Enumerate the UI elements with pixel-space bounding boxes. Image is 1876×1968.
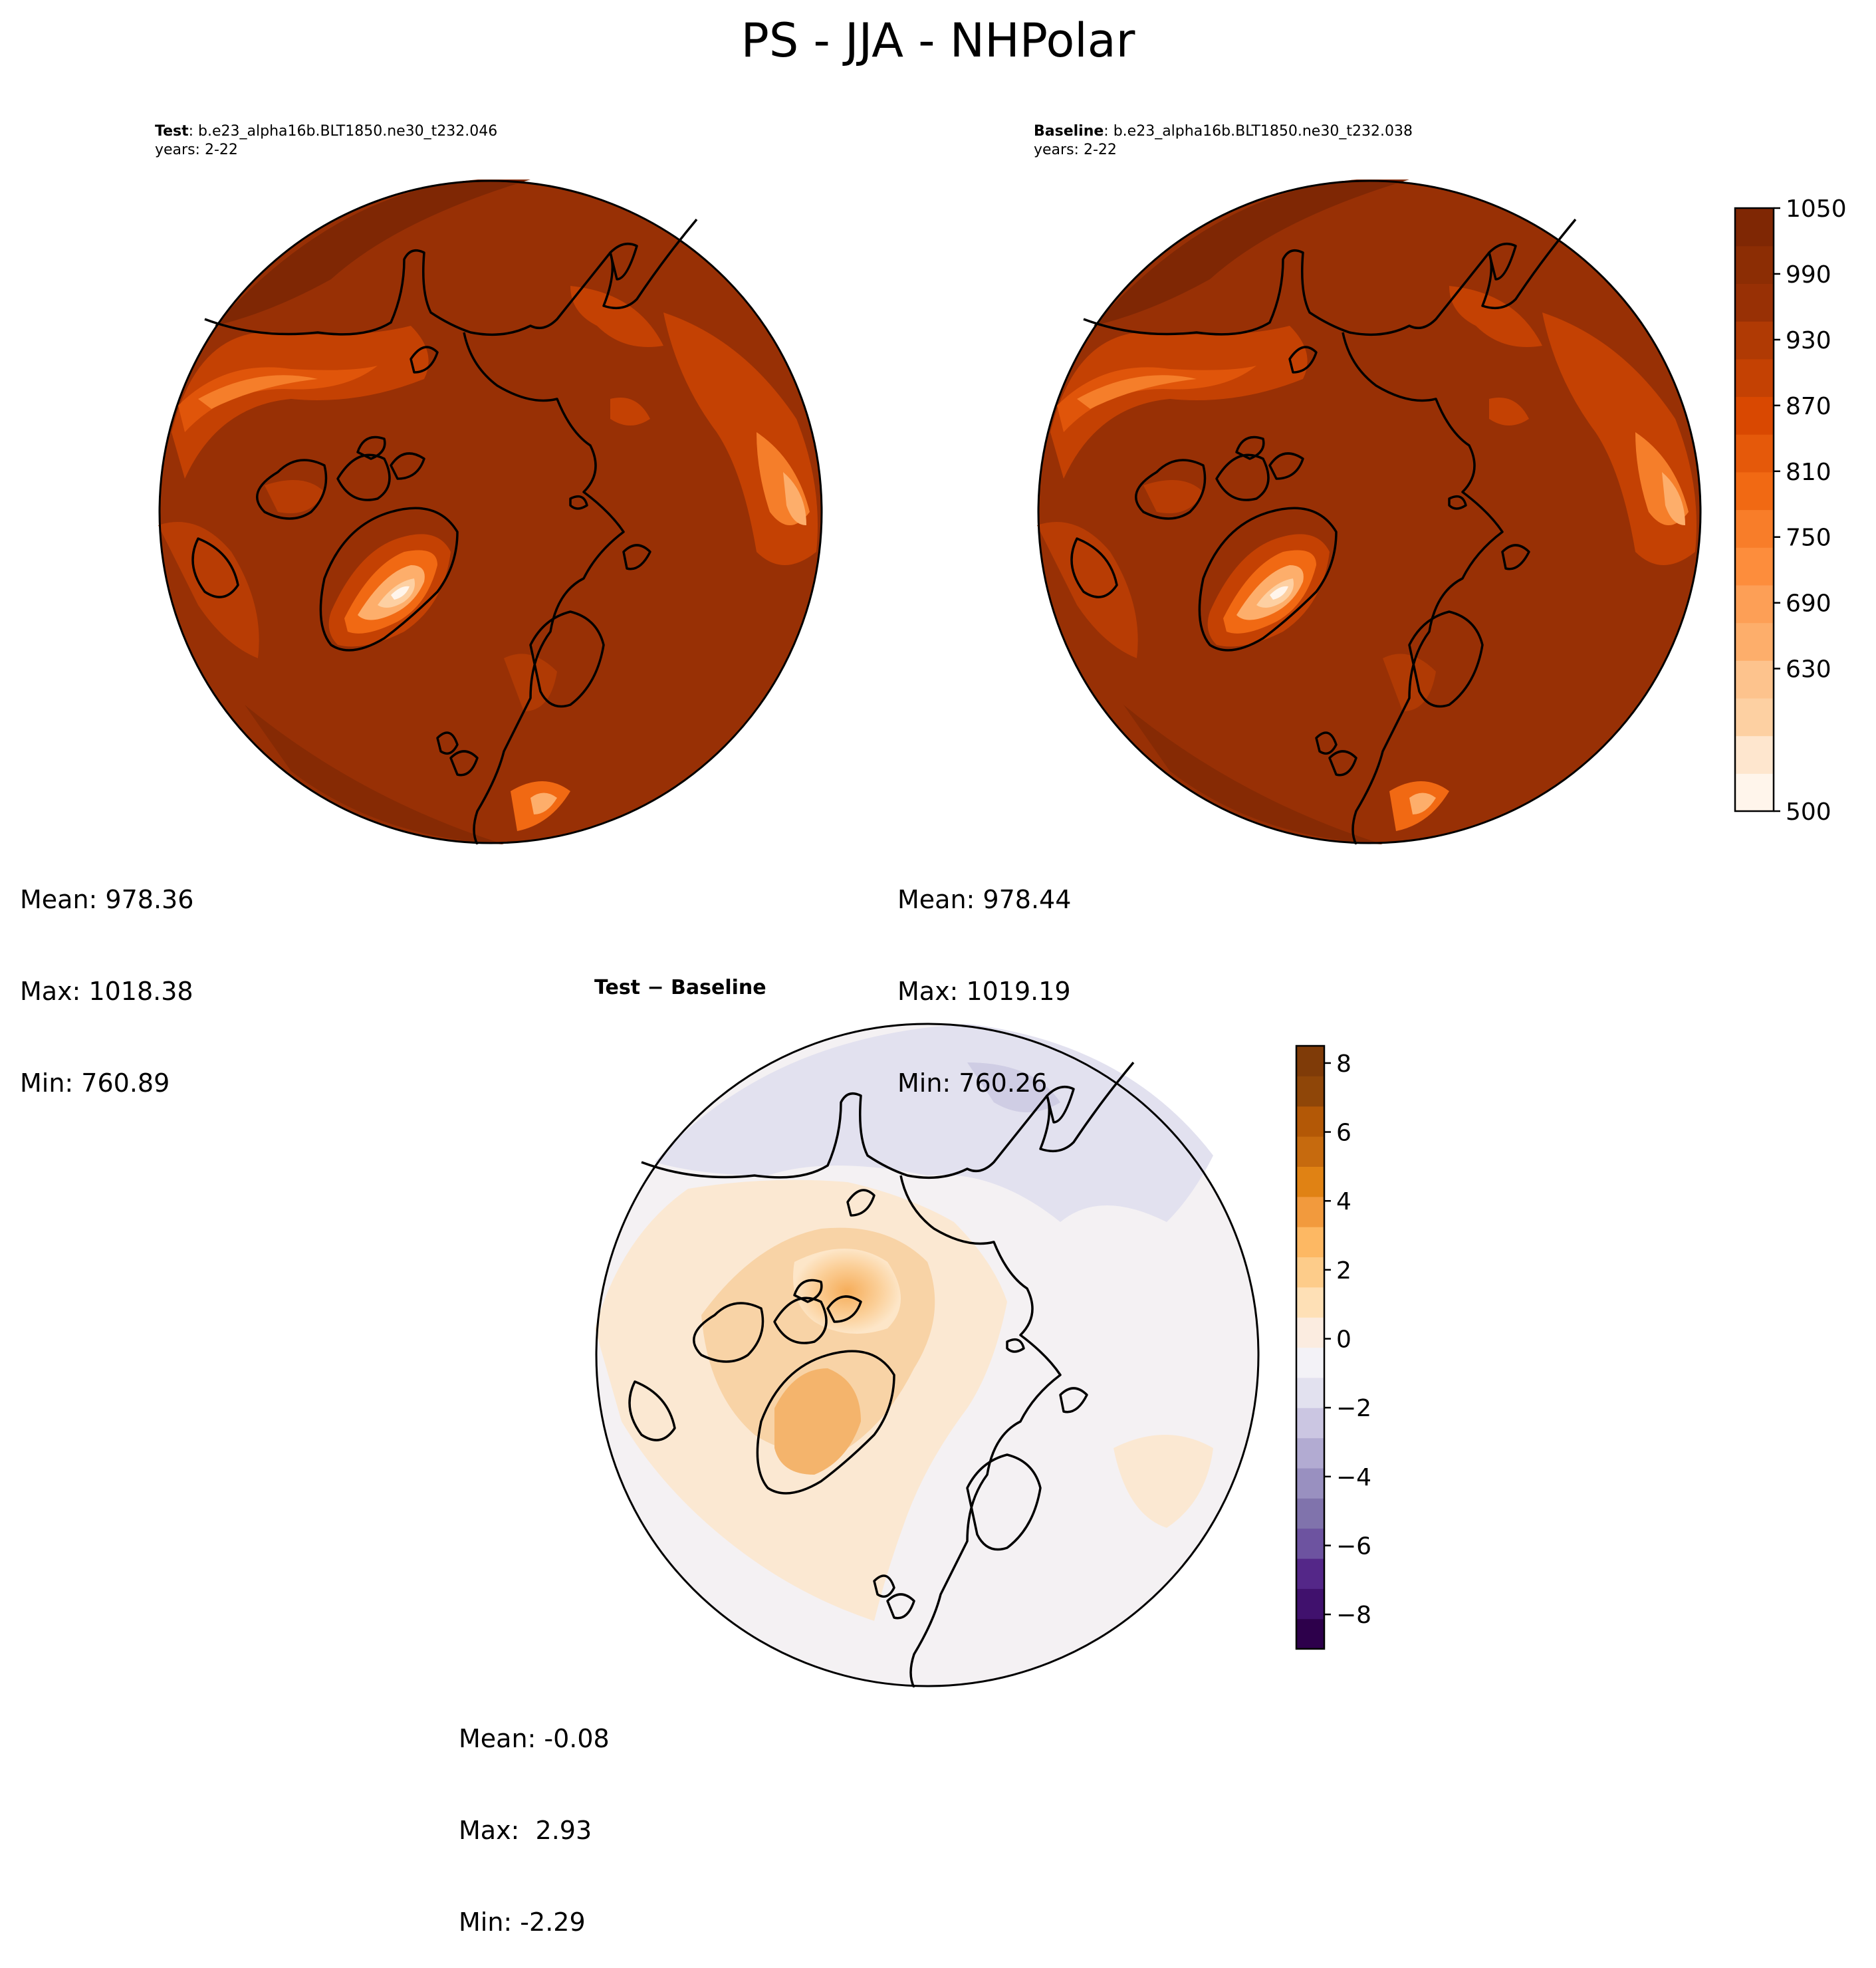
diff-panel-title: Test − Baseline — [594, 976, 766, 999]
baseline-years: years: 2-22 — [1034, 142, 1117, 158]
colorbar-band — [1296, 1076, 1324, 1107]
test-case-name: : b.e23_alpha16b.BLT1850.ne30_t232.046 — [188, 123, 498, 140]
test-max: Max: 1018.38 — [20, 977, 193, 1006]
test-panel-header: Test: b.e23_alpha16b.BLT1850.ne30_t232.0… — [155, 122, 497, 160]
baseline-mean: Mean: 978.44 — [897, 885, 1072, 914]
test-mean: Mean: 978.36 — [20, 885, 194, 914]
colorbar-band — [1735, 735, 1774, 774]
baseline-label: Baseline — [1034, 123, 1104, 140]
colorbar-band — [1735, 283, 1774, 322]
diff-max: Max: 2.93 — [459, 1816, 592, 1845]
diff-mean: Mean: -0.08 — [459, 1724, 610, 1753]
colorbar-tick-label: 750 — [1786, 525, 1831, 552]
colorbar-band — [1296, 1408, 1324, 1439]
colorbar-band — [1296, 1377, 1324, 1408]
colorbar-band — [1296, 1166, 1324, 1197]
colorbar-band — [1296, 1467, 1324, 1499]
colorbar-tick-label: 0 — [1336, 1326, 1351, 1354]
colorbar-band — [1296, 1317, 1324, 1348]
test-label: Test — [155, 123, 189, 140]
colorbar-band — [1735, 471, 1774, 511]
colorbar-band — [1735, 773, 1774, 812]
colorbar-band — [1296, 1257, 1324, 1288]
baseline-case-name: : b.e23_alpha16b.BLT1850.ne30_t232.038 — [1104, 123, 1413, 140]
colorbar-tick-label: 2 — [1336, 1257, 1351, 1285]
test-min: Min: 760.89 — [20, 1068, 170, 1098]
baseline-max: Max: 1019.19 — [897, 977, 1071, 1006]
diff-colorbar: −8 −6 −4 −2 0 2 4 6 8 — [1295, 1045, 1371, 1650]
colorbar-tick-label: −2 — [1336, 1395, 1371, 1422]
colorbar-band — [1296, 1347, 1324, 1378]
colorbar-tick-label: 8 — [1336, 1050, 1351, 1078]
colorbar-band — [1735, 509, 1774, 548]
colorbar-band — [1735, 358, 1774, 398]
colorbar-band — [1296, 1106, 1324, 1137]
test-stats: Mean: 978.36 Max: 1018.38 Min: 760.89 — [20, 823, 193, 1129]
colorbar-tick-label: 1050 — [1786, 195, 1847, 223]
colorbar-tick-label: 630 — [1786, 656, 1831, 683]
colorbar-tick-label: −8 — [1336, 1602, 1371, 1629]
colorbar-frame — [1734, 207, 1775, 812]
colorbar-band — [1735, 584, 1774, 624]
colorbar-band — [1735, 396, 1774, 435]
colorbar-band — [1735, 245, 1774, 284]
colorbar-band — [1296, 1046, 1324, 1076]
baseline-stats: Mean: 978.44 Max: 1019.19 Min: 760.26 — [897, 823, 1071, 1129]
colorbar-band — [1296, 1227, 1324, 1258]
colorbar-band — [1296, 1528, 1324, 1559]
colorbar-band — [1296, 1196, 1324, 1227]
colorbar-tick-label: 870 — [1786, 393, 1831, 420]
colorbar-band — [1735, 547, 1774, 586]
colorbar-band — [1735, 660, 1774, 699]
colorbar-band — [1735, 208, 1774, 247]
colorbar-band — [1296, 1588, 1324, 1620]
colorbar-band — [1296, 1136, 1324, 1167]
colorbar-band — [1296, 1287, 1324, 1318]
colorbar-band — [1735, 434, 1774, 473]
colorbar-band — [1735, 697, 1774, 737]
colorbar-tick-label: 500 — [1786, 799, 1831, 826]
diff-min: Min: -2.29 — [459, 1907, 586, 1937]
colorbar-band — [1735, 622, 1774, 661]
colorbar-tick-label: 810 — [1786, 459, 1831, 486]
colorbar-tick-label: 990 — [1786, 261, 1831, 289]
colorbar-band — [1296, 1437, 1324, 1469]
figure-canvas: 500 630 690 750 810 870 930 990 1050 −8 −6 −4 −2 0 2 4… — [158, 180, 1847, 1687]
baseline-min: Min: 760.26 — [897, 1068, 1048, 1098]
colorbar-tick-label: 6 — [1336, 1120, 1351, 1147]
baseline-panel-header: Baseline: b.e23_alpha16b.BLT1850.ne30_t2… — [1034, 122, 1413, 160]
colorbar-band — [1296, 1498, 1324, 1529]
colorbar-band — [1735, 321, 1774, 360]
test-years: years: 2-22 — [155, 142, 238, 158]
colorbar-tick-label: 4 — [1336, 1188, 1351, 1215]
abs-colorbar: 500 630 690 750 810 870 930 990 1050 — [1734, 195, 1847, 826]
baseline-map — [1037, 180, 1702, 844]
test-map — [158, 180, 823, 844]
page-title: PS - JJA - NHPolar — [741, 13, 1135, 68]
colorbar-band — [1296, 1558, 1324, 1589]
colorbar-frame — [1295, 1045, 1326, 1650]
colorbar-tick-label: −6 — [1336, 1533, 1371, 1560]
colorbar-band — [1296, 1618, 1324, 1650]
colorbar-tick-label: −4 — [1336, 1464, 1371, 1491]
colorbar-tick-label: 690 — [1786, 590, 1831, 618]
diff-stats: Mean: -0.08 Max: 2.93 Min: -2.29 — [459, 1662, 610, 1968]
colorbar-tick-label: 930 — [1786, 327, 1831, 354]
